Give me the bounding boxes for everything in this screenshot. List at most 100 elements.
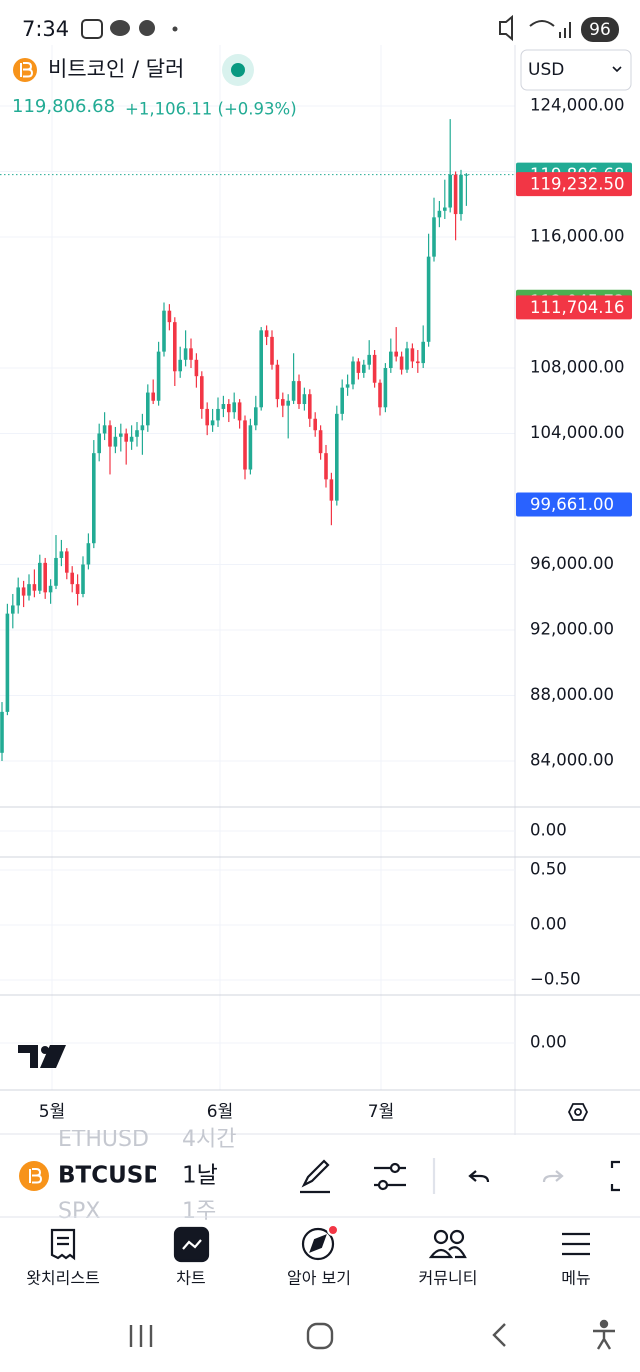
community-icon[interactable]	[433, 1229, 449, 1245]
price-label: 111,704.16	[530, 298, 624, 317]
indicators-knob	[377, 1179, 389, 1191]
fullscreen[interactable]	[610, 1160, 620, 1192]
watchlist-icon[interactable]	[50, 1228, 76, 1261]
indicators-knob	[389, 1162, 401, 1174]
candle-body	[237, 402, 242, 421]
symbol-option[interactable]: SPX	[58, 1199, 100, 1224]
candle-body	[281, 399, 285, 406]
candle-body	[351, 361, 355, 385]
candle-body	[70, 572, 74, 585]
candle-body	[270, 336, 274, 365]
candle-body	[372, 354, 377, 383]
candle-body	[54, 557, 58, 586]
candle-body	[5, 613, 10, 712]
candle-body	[108, 425, 112, 447]
symbol-current[interactable]: BTCUSD	[58, 1163, 162, 1189]
candle-body	[324, 453, 328, 480]
candle-body	[38, 562, 42, 591]
settings-icon-dot	[574, 1108, 582, 1116]
candle-body	[464, 174, 469, 176]
candle-body	[178, 359, 182, 372]
symbol-picker[interactable]: ETHUSD BTCUSD SPX	[58, 1127, 162, 1224]
pane-tick-label: −0.50	[530, 970, 581, 989]
candle-body	[264, 330, 269, 337]
draw-tool[interactable]	[300, 1159, 330, 1194]
system-nav	[129, 1319, 615, 1350]
candle-body	[243, 420, 247, 470]
interval-current[interactable]: 1날	[182, 1163, 218, 1189]
candle-body	[173, 322, 177, 372]
candle-body	[216, 408, 220, 421]
candle-body	[362, 364, 366, 373]
x-tick-label: 5월	[39, 1102, 65, 1122]
candle-body	[232, 402, 236, 413]
candle-body	[275, 364, 280, 400]
candle-body	[308, 394, 312, 419]
candle-body	[313, 418, 317, 431]
menu-icon[interactable]	[562, 1232, 590, 1256]
y-tick-label: 108,000.00	[530, 357, 624, 376]
btc-glyph	[29, 1168, 43, 1184]
price-label: 119,232.50	[530, 175, 624, 194]
tv-logo-dot	[41, 1046, 49, 1054]
accessibility-body	[593, 1329, 615, 1350]
candle-body	[286, 400, 290, 406]
candle-body	[421, 341, 425, 364]
y-tick-label: 124,000.00	[530, 95, 624, 114]
nav-label[interactable]: 알아 보기	[287, 1269, 351, 1288]
candle-body	[151, 392, 155, 401]
nav-label[interactable]: 메뉴	[561, 1269, 590, 1288]
chevron	[612, 66, 622, 73]
candle-body	[43, 562, 47, 593]
candle-body	[119, 433, 123, 437]
home[interactable]	[306, 1322, 334, 1350]
candle-body	[345, 384, 350, 388]
explore-icon[interactable]	[301, 1227, 335, 1261]
interval-option[interactable]: 1주	[182, 1199, 216, 1224]
settings-icon[interactable]	[567, 1103, 589, 1121]
pane-tick-label: 0.50	[530, 860, 567, 879]
candle-body	[97, 433, 101, 454]
pane-tick-label: 0.00	[530, 915, 567, 934]
y-tick-label: 104,000.00	[530, 423, 624, 442]
back[interactable]	[492, 1323, 506, 1347]
candle-body	[86, 543, 91, 565]
undo[interactable]	[468, 1170, 490, 1183]
candle-body	[227, 404, 231, 413]
nav-label[interactable]: 차트	[176, 1269, 205, 1288]
candle-body	[113, 436, 118, 447]
symbol-name[interactable]: 비트코인 / 달러	[48, 57, 184, 81]
price-change: +1,106.11 (+0.93%)	[125, 100, 297, 119]
candle-body	[92, 453, 96, 544]
community-icon	[449, 1229, 465, 1245]
candle-body	[318, 430, 323, 454]
price-label-box	[516, 492, 632, 517]
pane-tick-label: 0.00	[530, 821, 567, 840]
nav-label[interactable]: 왓치리스트	[26, 1269, 100, 1288]
candle-body	[102, 425, 107, 434]
candle-body	[426, 256, 431, 342]
nav-label[interactable]: 커뮤니티	[419, 1269, 478, 1288]
redo[interactable]	[542, 1170, 564, 1183]
candle-body	[405, 348, 409, 370]
candle-body	[443, 207, 447, 211]
tv-logo	[18, 1045, 66, 1068]
candle-body	[254, 407, 258, 426]
x-tick-label: 6월	[207, 1102, 233, 1122]
candle-body	[65, 551, 69, 573]
status-time: 7:34	[22, 17, 69, 41]
interval-option[interactable]: 4시간	[182, 1127, 236, 1152]
symbol-option[interactable]: ETHUSD	[58, 1127, 149, 1152]
candle-body	[0, 711, 4, 753]
candle-body	[259, 330, 263, 408]
accessibility[interactable]	[599, 1319, 609, 1329]
candle-body	[329, 479, 334, 501]
price-label-box	[516, 295, 632, 320]
currency-select[interactable]	[520, 49, 632, 91]
candle-body	[156, 351, 161, 401]
recent-apps[interactable]	[129, 1325, 153, 1347]
candle-body	[162, 310, 166, 352]
candle-body	[11, 605, 15, 614]
